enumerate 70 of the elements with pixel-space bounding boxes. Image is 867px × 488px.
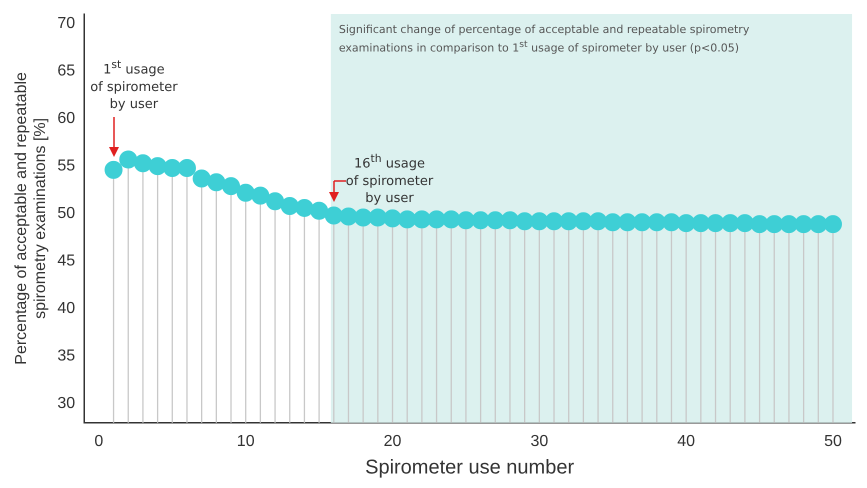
x-tick-label: 50	[824, 432, 842, 450]
point	[236, 184, 255, 202]
point	[119, 150, 138, 168]
x-tick-label: 0	[94, 432, 104, 450]
point	[750, 215, 769, 234]
y-tick-label: 55	[57, 158, 76, 175]
point	[574, 212, 592, 230]
point	[516, 212, 534, 230]
point	[736, 214, 754, 232]
point	[324, 206, 343, 225]
point	[442, 210, 460, 228]
point	[428, 210, 446, 228]
point	[222, 177, 240, 196]
point	[472, 211, 490, 230]
point	[456, 211, 475, 230]
point	[134, 154, 152, 172]
point	[677, 214, 696, 232]
point	[500, 211, 519, 230]
point	[824, 215, 842, 234]
y-tick-label: 35	[57, 348, 76, 365]
point	[545, 212, 564, 230]
point	[280, 197, 299, 216]
point	[163, 159, 182, 178]
annotation: 16$^{th}$ usage of spirometer by user	[346, 151, 434, 207]
point	[765, 215, 784, 234]
point	[589, 212, 608, 230]
point	[721, 214, 740, 232]
point	[251, 186, 270, 205]
point	[662, 213, 680, 232]
point	[368, 208, 387, 226]
point	[398, 210, 416, 228]
point	[384, 209, 402, 228]
point	[266, 192, 284, 210]
x-axis-title: Spirometer use number	[365, 456, 574, 479]
x-tick-label: 40	[677, 432, 696, 450]
point	[310, 202, 328, 220]
point	[794, 215, 813, 234]
x-tick-label: 20	[384, 432, 402, 450]
y-tick-label: 65	[57, 62, 76, 80]
point	[706, 214, 725, 232]
y-tick-label: 60	[57, 110, 76, 127]
point	[178, 159, 196, 178]
point	[148, 157, 167, 176]
y-axis-title: Percentage of acceptable and repeatable spirometry examinations [%]	[13, 72, 50, 365]
point	[692, 214, 710, 232]
point	[354, 208, 372, 226]
point	[486, 211, 504, 230]
point	[104, 160, 123, 179]
point	[633, 213, 652, 232]
point	[604, 213, 622, 232]
point	[809, 215, 828, 234]
point	[780, 215, 798, 234]
point	[412, 210, 431, 228]
point	[560, 212, 578, 230]
y-tick-label: 70	[57, 14, 76, 32]
y-tick-label: 45	[57, 252, 76, 270]
point	[648, 213, 666, 232]
point	[339, 208, 358, 226]
x-tick-label: 30	[530, 432, 548, 450]
point	[192, 169, 211, 188]
point	[530, 212, 548, 230]
point	[295, 198, 314, 217]
point	[207, 173, 226, 192]
x-tick-label: 10	[236, 432, 255, 450]
point	[618, 213, 636, 232]
band-label: Significant change of percentage of acceptable and repeatable spirometry examinations in comparison to 1$^{st}$ usage of spirometer by user (p<0.05)	[338, 22, 750, 56]
y-tick-label: 50	[57, 205, 76, 222]
y-tick-label: 40	[57, 300, 76, 318]
annotation: 1$^{st}$ usage of spirometer by user	[90, 57, 178, 113]
y-tick-label: 30	[57, 395, 76, 412]
